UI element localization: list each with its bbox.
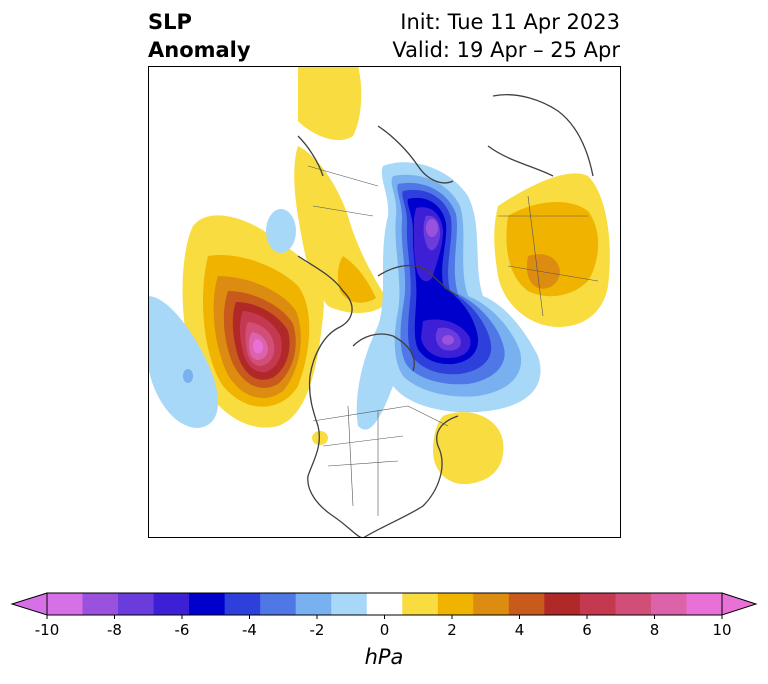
colorbar-tick-label: -10 xyxy=(35,621,60,639)
colorbar-tick-label: 8 xyxy=(650,621,660,639)
borders xyxy=(307,165,599,516)
anomaly-map-svg xyxy=(148,66,621,538)
colorbar-tick-label: 6 xyxy=(582,621,592,639)
map-title: SLP Anomaly xyxy=(148,8,251,64)
colorbar-segment xyxy=(260,593,297,615)
colorbar-tick-label: -4 xyxy=(242,621,257,639)
init-date: Init: Tue 11 Apr 2023 xyxy=(400,10,620,34)
colorbar-segment xyxy=(118,593,155,615)
colorbar-segment xyxy=(686,593,723,615)
valid-range: Valid: 19 Apr – 25 Apr xyxy=(392,38,620,62)
colorbar-segment xyxy=(331,593,368,615)
top-ridge xyxy=(298,66,362,141)
colorbar-segment xyxy=(366,593,403,615)
colorbar-tick-label: -2 xyxy=(310,621,325,639)
colorbar-segment xyxy=(295,593,332,615)
pacific-low-core xyxy=(183,369,193,383)
colorbar-segment xyxy=(82,593,119,615)
colorbar-segment xyxy=(508,593,545,615)
alaska-ridge xyxy=(294,146,388,313)
colorbar-unit: hPa xyxy=(364,645,404,669)
colorbar-segment xyxy=(437,593,474,615)
anomaly-map xyxy=(148,66,621,538)
colorbar-segment xyxy=(224,593,261,615)
colorbar-segment xyxy=(153,593,190,615)
coastlines xyxy=(297,94,594,538)
alaska-ridge-core xyxy=(337,256,376,303)
colorbar-tick-label: 10 xyxy=(712,621,731,639)
title-line-1: SLP xyxy=(148,10,192,34)
atlantic-ridge xyxy=(433,412,504,485)
alaska-low xyxy=(266,209,296,253)
pacific-low xyxy=(148,296,218,428)
colorbar-tick-label: 0 xyxy=(380,621,390,639)
map-frame xyxy=(148,66,621,538)
asia-ridge-core xyxy=(526,254,560,289)
pacific-high-anomaly xyxy=(182,215,324,428)
colorbar: -10 -8 -6 -4 -2 0 2 4 6 8 10 xyxy=(10,592,758,639)
colorbar-segment xyxy=(650,593,687,615)
colorbar-extend-high xyxy=(721,592,758,616)
colorbar-segment xyxy=(615,593,652,615)
small-high xyxy=(312,431,328,445)
colorbar-tick-label: -6 xyxy=(175,621,190,639)
colorbar-segment xyxy=(47,593,84,615)
colorbar-segment xyxy=(189,593,226,615)
colorbar-segment xyxy=(579,593,616,615)
colorbar-segment xyxy=(473,593,510,615)
valid-period: Init: Tue 11 Apr 2023 Valid: 19 Apr – 25… xyxy=(392,8,620,64)
colorbar-tick-label: 4 xyxy=(515,621,525,639)
colorbar-segment xyxy=(544,593,581,615)
colorbar-extend-low xyxy=(10,592,48,616)
polar-low-anomaly xyxy=(356,162,541,430)
colorbar-tick-label: -8 xyxy=(107,621,122,639)
colorbar-tick-label: 2 xyxy=(447,621,457,639)
title-line-2: Anomaly xyxy=(148,38,251,62)
colorbar-segment xyxy=(402,593,439,615)
